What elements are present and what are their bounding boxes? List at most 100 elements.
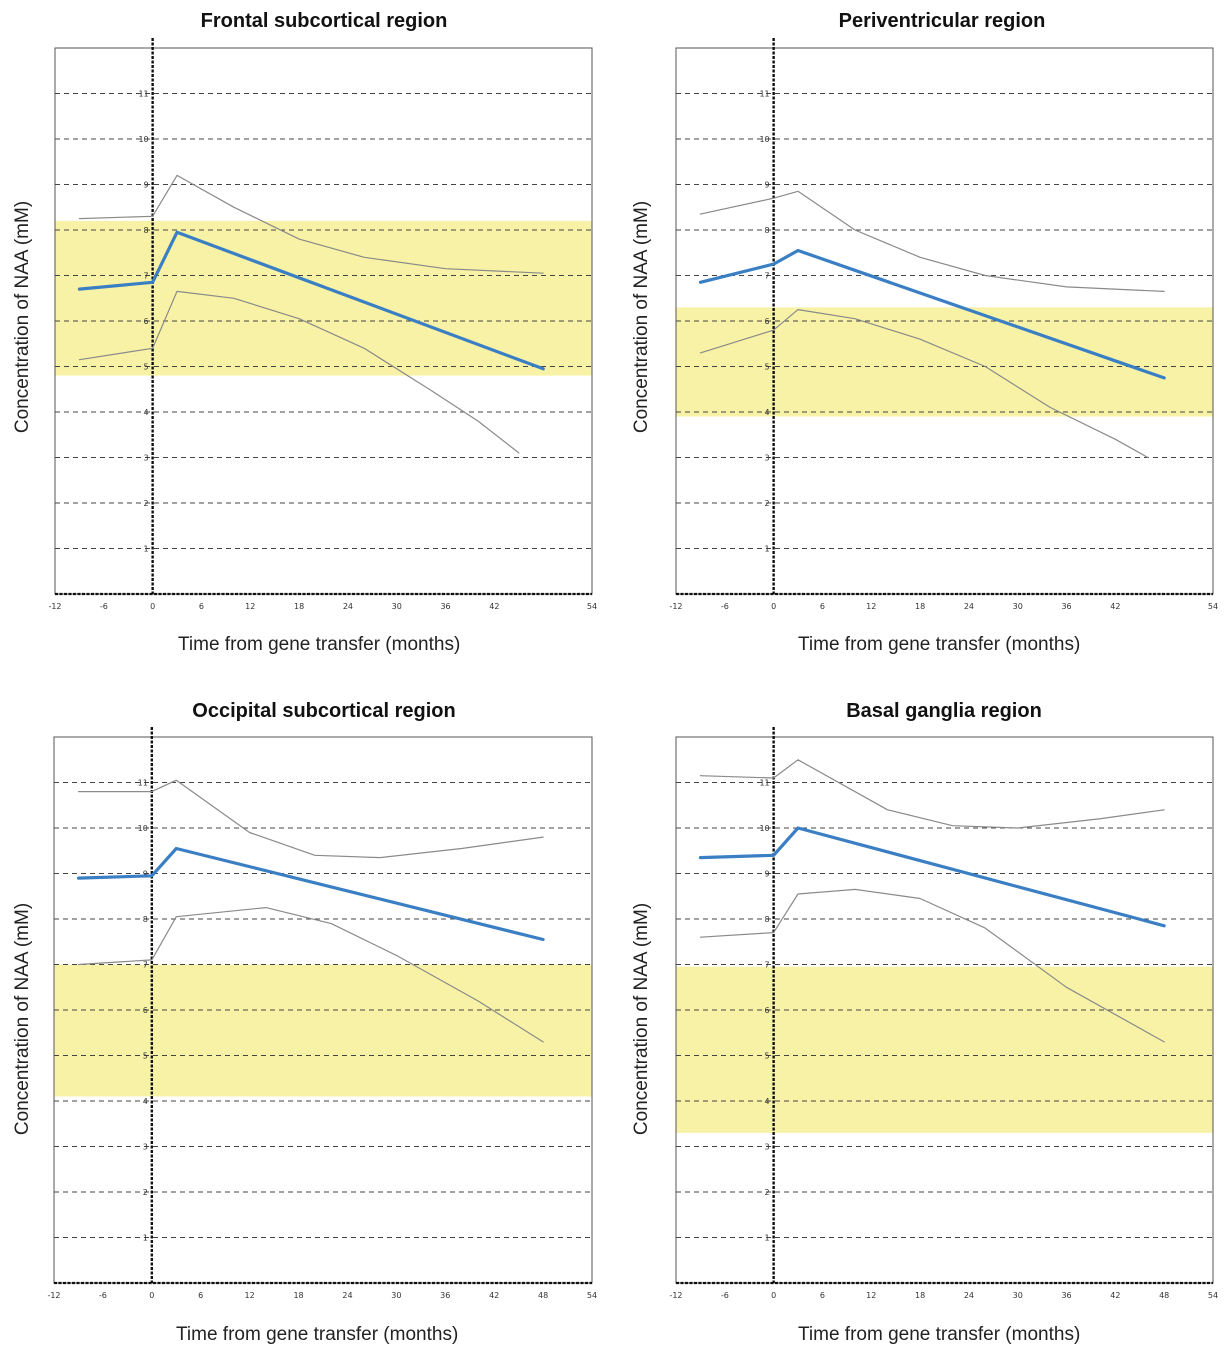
x-tick-label: 24 xyxy=(343,602,353,611)
x-tick-label: 30 xyxy=(391,1291,401,1300)
y-tick-label: 7 xyxy=(765,961,770,970)
x-tick-label: 0 xyxy=(771,1291,776,1300)
y-tick-label: 8 xyxy=(765,915,770,924)
chart-title: Occipital subcortical region xyxy=(192,700,456,722)
x-tick-label: 0 xyxy=(771,602,776,611)
x-axis-label: Time from gene transfer (months) xyxy=(798,634,1081,655)
x-tick-label: -6 xyxy=(100,602,108,611)
lower-bound-line xyxy=(78,290,520,454)
mean-series-line xyxy=(77,230,545,371)
y-tick-label: 1 xyxy=(143,1234,148,1243)
y-tick-label: 9 xyxy=(765,870,770,879)
normal-range-band xyxy=(676,307,1213,417)
x-tick-label: 24 xyxy=(964,1291,974,1300)
lower-bound-line xyxy=(699,888,1165,1043)
x-tick-label: 24 xyxy=(342,1291,352,1300)
y-tick-label: 10 xyxy=(138,135,148,144)
x-tick-label: 6 xyxy=(820,602,825,611)
y-tick-label: 5 xyxy=(143,1052,148,1061)
x-tick-label: 42 xyxy=(1110,602,1120,611)
upper-bound-line xyxy=(699,759,1165,829)
x-tick-label: 36 xyxy=(1061,1291,1071,1300)
x-tick-label: -12 xyxy=(669,602,682,611)
y-tick-label: 10 xyxy=(138,824,148,833)
normal-range-band xyxy=(676,966,1213,1133)
y-tick-label: 7 xyxy=(144,272,149,281)
y-tick-label: 6 xyxy=(144,317,149,326)
chart-panel-basal-ganglia: Basal ganglia region Concentration of NA… xyxy=(614,690,1228,1353)
y-tick-label: 5 xyxy=(144,363,149,372)
y-tick-label: 7 xyxy=(143,961,148,970)
y-tick-label: 2 xyxy=(144,499,149,508)
x-tick-label: 18 xyxy=(294,602,304,611)
x-tick-label: 12 xyxy=(245,602,255,611)
x-tick-label: -6 xyxy=(721,602,729,611)
y-tick-label: 8 xyxy=(144,226,149,235)
x-tick-label: 54 xyxy=(587,1291,597,1300)
x-tick-label: 54 xyxy=(587,602,597,611)
chart-panel-frontal: Frontal subcortical region Concentration… xyxy=(0,0,614,676)
x-tick-label: 0 xyxy=(150,602,155,611)
x-tick-label: -6 xyxy=(721,1291,729,1300)
x-tick-label: 36 xyxy=(1061,602,1071,611)
x-tick-label: 36 xyxy=(440,602,450,611)
x-tick-label: 30 xyxy=(392,602,402,611)
y-tick-label: 11 xyxy=(759,90,769,99)
x-tick-label: 48 xyxy=(1159,1291,1169,1300)
x-tick-label: 24 xyxy=(964,602,974,611)
mean-series-line xyxy=(698,248,1166,380)
y-tick-label: 6 xyxy=(143,1006,148,1015)
upper-bound-line xyxy=(78,174,544,274)
x-tick-label: 0 xyxy=(149,1291,154,1300)
x-tick-label: 6 xyxy=(198,1291,203,1300)
y-tick-label: 4 xyxy=(765,408,770,417)
x-axis-label: Time from gene transfer (months) xyxy=(178,634,461,655)
y-tick-label: 3 xyxy=(765,454,770,463)
y-tick-label: 10 xyxy=(759,824,769,833)
x-axis-label: Time from gene transfer (months) xyxy=(176,1324,459,1345)
y-tick-label: 3 xyxy=(143,1143,148,1152)
x-tick-label: 54 xyxy=(1208,1291,1218,1300)
y-tick-label: 1 xyxy=(144,545,149,554)
normal-range-band xyxy=(54,964,592,1097)
y-tick-label: 8 xyxy=(765,226,770,235)
y-tick-label: 4 xyxy=(765,1097,770,1106)
y-tick-label: 9 xyxy=(144,181,149,190)
chart-panel-occipital: Occipital subcortical region Concentrati… xyxy=(0,690,614,1353)
y-tick-label: 5 xyxy=(765,363,770,372)
mean-series-line xyxy=(698,826,1166,928)
lower-bound-line xyxy=(77,907,544,1043)
y-tick-label: 2 xyxy=(765,499,770,508)
x-tick-label: 12 xyxy=(866,602,876,611)
x-tick-label: 12 xyxy=(866,1291,876,1300)
x-tick-label: 54 xyxy=(1208,602,1218,611)
x-tick-label: 12 xyxy=(245,1291,255,1300)
x-tick-label: 18 xyxy=(915,1291,925,1300)
x-tick-label: -12 xyxy=(47,1291,60,1300)
y-tick-label: 6 xyxy=(765,1006,770,1015)
y-tick-label: 11 xyxy=(759,779,769,788)
y-tick-label: 2 xyxy=(765,1188,770,1197)
y-tick-label: 4 xyxy=(144,408,149,417)
y-tick-label: 11 xyxy=(138,90,148,99)
x-tick-label: -12 xyxy=(48,602,61,611)
y-tick-label: 3 xyxy=(144,454,149,463)
y-tick-label: 4 xyxy=(143,1097,148,1106)
y-tick-label: 9 xyxy=(765,181,770,190)
y-tick-label: 1 xyxy=(765,545,770,554)
y-tick-label: 2 xyxy=(143,1188,148,1197)
x-tick-label: 6 xyxy=(199,602,204,611)
chart-title: Basal ganglia region xyxy=(846,700,1042,722)
x-tick-label: 42 xyxy=(489,1291,499,1300)
y-tick-label: 1 xyxy=(765,1234,770,1243)
x-tick-label: 6 xyxy=(820,1291,825,1300)
x-tick-label: 30 xyxy=(1013,1291,1023,1300)
x-tick-label: 18 xyxy=(293,1291,303,1300)
x-tick-label: 48 xyxy=(538,1291,548,1300)
x-tick-label: 30 xyxy=(1013,602,1023,611)
y-tick-label: 8 xyxy=(143,915,148,924)
y-tick-label: 5 xyxy=(765,1052,770,1061)
